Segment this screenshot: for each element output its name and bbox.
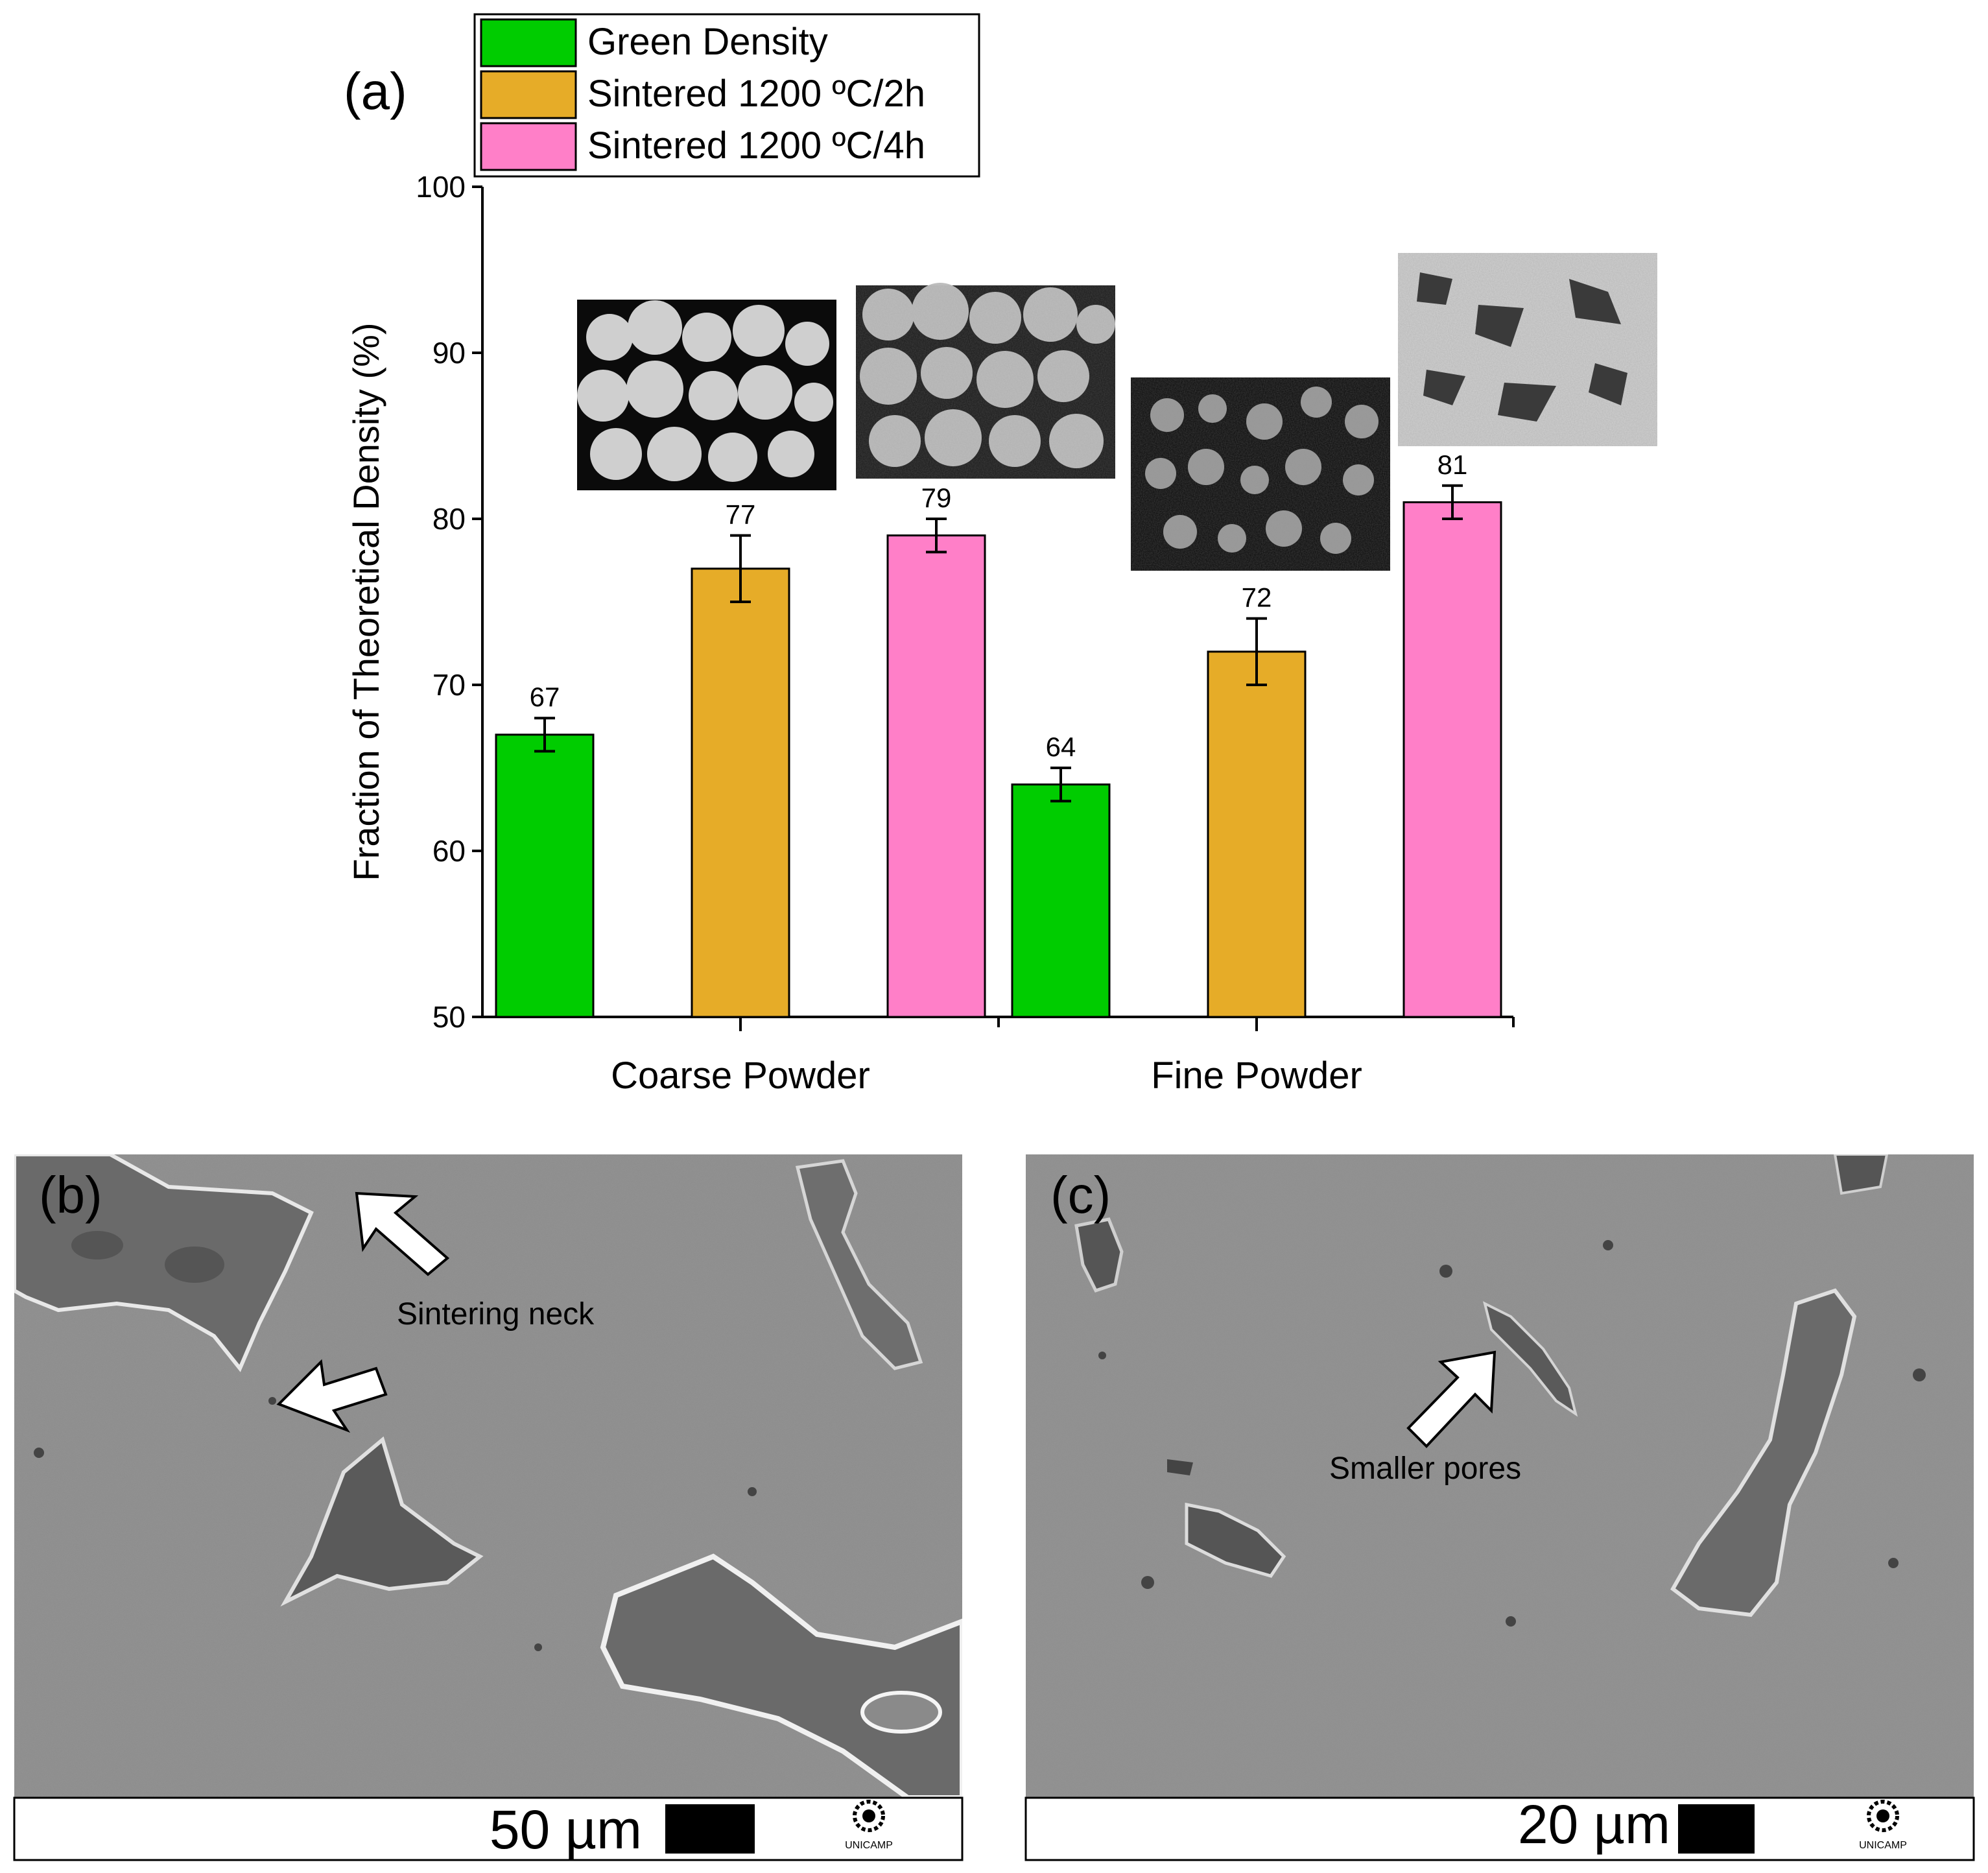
y-axis-title: Fraction of Theoretical Density (%) xyxy=(346,322,386,881)
svg-text:UNICAMP: UNICAMP xyxy=(845,1840,893,1851)
legend-swatch-2 xyxy=(480,122,577,171)
legend-swatch-1 xyxy=(480,70,577,119)
legend-label-0: Green Density xyxy=(587,21,828,63)
unicamp-logo-b: UNICAMP xyxy=(845,1800,893,1851)
bar-1-0 xyxy=(691,567,790,1018)
inset-micrograph-coarse-4h xyxy=(856,283,1115,479)
pores-c xyxy=(1074,1154,1926,1627)
panel-a: (a) Green Density Sintered 1200 ºC/2h Sint… xyxy=(344,13,1657,1097)
scale-bar-c xyxy=(1678,1804,1755,1854)
y-tick-label-90: 90 xyxy=(432,336,466,370)
panel-c: Smaller pores (c) 20 µm UNICAMP xyxy=(1024,1154,1975,1861)
x-categories: Coarse Powder Fine Powder xyxy=(611,1017,1515,1097)
y-tick-label-70: 70 xyxy=(432,668,466,702)
data-label-1-0: 77 xyxy=(726,499,756,530)
data-label-1-1: 72 xyxy=(1242,582,1272,613)
panel-b-label: (b) xyxy=(39,1166,102,1224)
x-category-label-0: Coarse Powder xyxy=(611,1055,870,1097)
bar-2-1 xyxy=(1402,501,1502,1018)
bars-layer: 67 64 77 72 79 81 xyxy=(495,449,1502,1018)
data-label-2-1: 81 xyxy=(1438,449,1468,480)
panel-c-label: (c) xyxy=(1050,1166,1111,1224)
data-label-0-1: 64 xyxy=(1046,732,1076,762)
bar-1-1 xyxy=(1207,650,1307,1018)
unicamp-logo-c: UNICAMP xyxy=(1859,1800,1907,1851)
data-label-2-0: 79 xyxy=(921,483,952,513)
annotation-smaller-pores: Smaller pores xyxy=(1329,1451,1521,1486)
y-tick-label-50: 50 xyxy=(432,1000,466,1034)
scale-strip-c xyxy=(1024,1796,1975,1861)
y-ticks: 50 60 70 80 90 100 xyxy=(416,170,482,1034)
bar-0-1 xyxy=(1011,783,1111,1018)
annotation-sintering-neck: Sintering neck xyxy=(397,1297,595,1331)
scale-strip-b xyxy=(13,1796,964,1861)
x-category-label-1: Fine Powder xyxy=(1151,1055,1362,1097)
legend-swatch-0 xyxy=(480,18,577,67)
panel-a-label: (a) xyxy=(344,62,407,120)
arrow-smaller-pores xyxy=(1406,1350,1497,1448)
arrow-sintering-neck-2 xyxy=(276,1359,388,1433)
scale-bar-label-b: 50 µm xyxy=(490,1799,642,1860)
bar-0-0 xyxy=(495,734,595,1018)
scale-bar-label-c: 20 µm xyxy=(1518,1794,1670,1855)
y-tick-label-60: 60 xyxy=(432,834,466,868)
inset-micrograph-fine-4h xyxy=(1398,253,1657,446)
panel-b: Sintering neck (b) 50 µm UNICAMP xyxy=(13,1154,964,1861)
inset-micrograph-fine-2h xyxy=(1131,377,1390,571)
bar-2-0 xyxy=(886,534,986,1018)
data-label-0-0: 67 xyxy=(530,682,560,712)
svg-text:UNICAMP: UNICAMP xyxy=(1859,1840,1907,1851)
pores-b xyxy=(14,1154,962,1798)
y-tick-label-100: 100 xyxy=(416,170,466,204)
chart-legend: Green Density Sintered 1200 ºC/2h Sintered… xyxy=(473,13,980,178)
legend-label-1: Sintered 1200 ºC/2h xyxy=(587,73,925,115)
chart-axes: Fraction of Theoretical Density (%) xyxy=(346,187,1513,1018)
y-tick-label-80: 80 xyxy=(432,502,466,536)
scale-bar-b xyxy=(665,1804,755,1854)
legend-label-2: Sintered 1200 ºC/4h xyxy=(587,125,925,167)
arrow-sintering-neck-1 xyxy=(355,1191,450,1276)
inset-micrograph-coarse-2h xyxy=(577,300,836,490)
